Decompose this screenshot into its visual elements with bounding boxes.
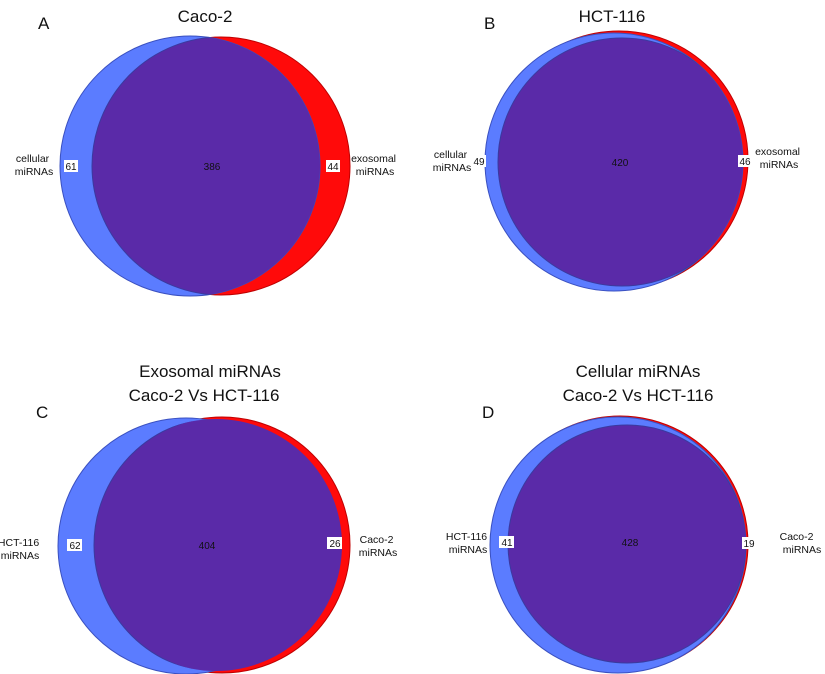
right-only-count-bg — [742, 537, 756, 549]
right-set-label: Caco-2 miRNAs — [780, 531, 822, 556]
left-set-label-line: miRNAs — [449, 544, 488, 556]
left-set-label-line: miRNAs — [15, 166, 54, 178]
right-only-count: 26 — [329, 539, 341, 550]
overlap-count: 428 — [622, 538, 639, 549]
right-only-count: 46 — [739, 157, 751, 168]
right-only-count-bg — [326, 160, 340, 172]
right-set-label-line: miRNAs — [783, 544, 822, 556]
right-set-label-line: miRNAs — [356, 166, 395, 178]
panel-title-line: Caco-2 Vs HCT-116 — [563, 386, 714, 405]
panel-c: Exosomal miRNAs Caco-2 Vs HCT-116 C HCT-… — [0, 362, 397, 674]
left-only-count-bg — [64, 160, 78, 172]
left-only-count-bg — [67, 539, 82, 551]
right-only-count-bg — [327, 537, 342, 549]
left-set-label-line: cellular — [434, 149, 468, 161]
panel-title-line: Cellular miRNAs — [576, 362, 701, 381]
panel-b: B HCT-116 cellular miRNAs exosomal miRNA… — [433, 7, 803, 292]
right-set-label-line: exosomal — [755, 146, 800, 158]
panel-title-line: Exosomal miRNAs — [139, 362, 281, 381]
left-set-label: cellular miRNAs — [15, 153, 54, 178]
right-set-label-line: Caco-2 — [360, 534, 394, 546]
right-set-label: Caco-2 miRNAs — [359, 534, 398, 559]
overlap-count: 404 — [199, 541, 216, 552]
overlap-count: 386 — [204, 162, 221, 173]
left-only-count: 49 — [473, 157, 485, 168]
right-set-label-line: miRNAs — [760, 159, 799, 171]
right-set-label-line: Caco-2 — [780, 531, 814, 543]
left-set-label-line: miRNAs — [1, 550, 40, 562]
right-only-count: 19 — [743, 539, 755, 550]
left-set-label-line: HCT-116 — [0, 537, 39, 549]
panel-d: Cellular miRNAs Caco-2 Vs HCT-116 D HCT-… — [446, 362, 822, 674]
left-only-count: 41 — [501, 538, 513, 549]
overlap-region — [93, 419, 342, 671]
left-set-label-line: cellular — [16, 153, 50, 165]
right-only-count-bg — [738, 155, 752, 167]
left-only-count: 62 — [69, 541, 81, 552]
panel-title-line: Caco-2 Vs HCT-116 — [129, 386, 280, 405]
panel-letter: B — [484, 14, 495, 33]
right-set-label: exosomal miRNAs — [755, 146, 803, 171]
panel-letter: A — [38, 14, 50, 33]
panel-letter: D — [482, 403, 494, 422]
panel-title: Caco-2 — [178, 7, 233, 26]
left-set-label: HCT-116 miRNAs — [446, 531, 490, 556]
left-set-label-line: miRNAs — [433, 162, 472, 174]
right-set-label: exosomal miRNAs — [351, 153, 399, 178]
panel-title: HCT-116 — [579, 7, 646, 26]
left-set-label: HCT-116 miRNAs — [0, 537, 42, 562]
panel-a: A Caco-2 cellular miRNAs exosomal miRNAs… — [15, 7, 399, 297]
left-only-count: 61 — [65, 162, 77, 173]
left-only-count-bg — [472, 155, 486, 167]
left-set-label: cellular miRNAs — [433, 149, 472, 174]
overlap-count: 420 — [612, 158, 629, 169]
right-only-count: 44 — [327, 162, 339, 173]
panel-letter: C — [36, 403, 48, 422]
overlap-region — [497, 37, 743, 287]
right-set-label-line: exosomal — [351, 153, 396, 165]
left-set-label-line: HCT-116 — [446, 531, 487, 543]
right-set-label-line: miRNAs — [359, 547, 398, 559]
left-only-count-bg — [499, 536, 514, 548]
